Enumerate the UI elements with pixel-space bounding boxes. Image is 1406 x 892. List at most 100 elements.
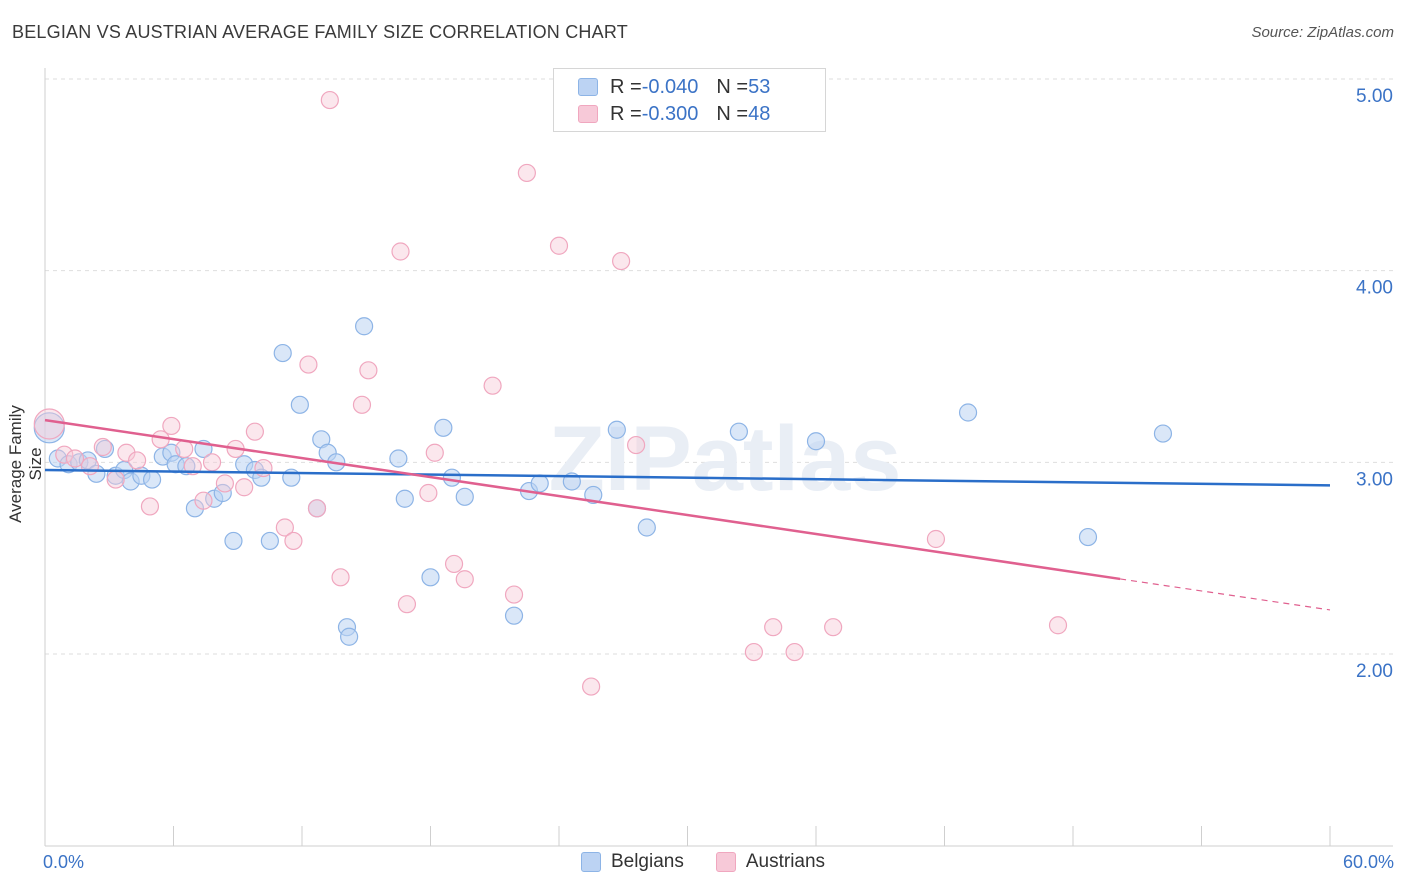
belgian-point: [389, 449, 408, 468]
austrian-point: [65, 449, 85, 468]
austrian-point: [307, 499, 327, 518]
belgian-point: [1078, 527, 1098, 547]
austrian-point: [235, 478, 254, 497]
r-value-belgians: -0.040: [641, 75, 699, 98]
belgian-point: [607, 420, 626, 439]
belgian-point: [224, 531, 243, 551]
source-label: Source: ZipAtlas.com: [1251, 24, 1394, 41]
austrian-point: [444, 554, 464, 574]
austrian-point: [824, 618, 843, 637]
gridlines: [45, 78, 1393, 655]
austrian-point: [517, 163, 536, 183]
legend-row-belgians: R = -0.040 N = 53: [578, 75, 770, 99]
n-value-belgians: 53: [748, 75, 771, 98]
data-points: [33, 90, 1173, 696]
austrian-point: [582, 677, 601, 696]
austrian-point: [549, 236, 569, 255]
austrian-point: [202, 453, 222, 472]
belgian-point: [442, 468, 462, 487]
belgian-point: [729, 422, 749, 441]
belgians-legend-label: Belgians: [610, 851, 684, 872]
austrian-point: [504, 585, 524, 604]
legend-item-austrians[interactable]: Austrians: [715, 851, 826, 873]
n-value-austrians: 48: [748, 102, 771, 125]
trend-lines: [44, 418, 1331, 611]
belgian-point: [434, 418, 453, 437]
austrian-point: [162, 416, 181, 436]
austrian-point: [93, 437, 112, 457]
y-tick-label: 3.00: [1356, 469, 1393, 490]
belgian-point: [455, 487, 474, 506]
austrian-point: [80, 457, 100, 476]
legend-item-belgians[interactable]: Belgians: [580, 851, 684, 873]
austrian-point: [926, 529, 946, 549]
austrian-point: [254, 458, 273, 478]
y-tick-labels: 2.00 3.00 4.00 5.00: [1356, 86, 1393, 682]
correlation-legend: R = -0.040 N = 53 R = -0.300 N = 48: [553, 68, 826, 132]
y-axis-label: Average Family Size: [6, 405, 45, 523]
axes: [44, 68, 1393, 847]
austrian-point: [425, 443, 444, 462]
austrians-legend-swatch: [715, 852, 736, 872]
r-label: R =: [610, 102, 642, 125]
belgians-trend-line: [44, 468, 1331, 487]
chart-title: BELGIAN VS AUSTRIAN AVERAGE FAMILY SIZE …: [12, 22, 628, 42]
y-tick-label: 4.00: [1356, 278, 1393, 299]
austrian-point: [127, 451, 147, 470]
n-label: N =: [716, 75, 749, 98]
belgian-point: [504, 606, 524, 625]
austrian-point: [455, 570, 474, 589]
belgian-point: [637, 518, 656, 537]
austrian-point: [183, 457, 202, 476]
belgian-point: [584, 485, 603, 505]
belgian-point: [806, 432, 826, 451]
austrian-point: [483, 376, 502, 395]
austrian-point: [215, 474, 234, 493]
austrian-point: [275, 518, 294, 537]
austrian-point: [785, 642, 804, 662]
belgian-point: [958, 403, 978, 422]
belgian-point: [395, 489, 414, 508]
austrian-point: [106, 470, 125, 489]
n-label: N =: [716, 102, 749, 125]
belgian-point: [421, 568, 440, 587]
austrian-point: [175, 439, 194, 459]
austrian-point: [245, 422, 264, 441]
r-value-austrians: -0.300: [641, 102, 699, 125]
austrian-point: [331, 568, 350, 587]
austrian-point: [284, 531, 303, 551]
belgian-point: [273, 343, 292, 363]
belgian-point: [530, 474, 549, 493]
austrian-point: [744, 642, 763, 662]
belgians-swatch: [578, 78, 598, 96]
austrian-point: [419, 483, 438, 503]
x-axis-min-label: 0.0%: [43, 852, 85, 872]
austrian-point: [352, 395, 372, 414]
belgians-legend-swatch: [580, 852, 601, 872]
austrians-trend-extension: [1120, 578, 1331, 611]
austrian-point: [764, 618, 783, 637]
austrian-point: [1048, 616, 1068, 635]
watermark: ZIPatlas: [549, 408, 902, 510]
r-label: R =: [610, 75, 642, 98]
legend-row-austrians: R = -0.300 N = 48: [578, 102, 770, 126]
belgian-point: [260, 531, 279, 551]
austrian-point: [612, 251, 631, 271]
series-austrians: [33, 90, 1068, 696]
austrian-point: [194, 491, 213, 510]
belgian-point: [1153, 424, 1173, 443]
belgian-point: [340, 627, 359, 646]
austrian-point: [299, 355, 318, 374]
austrians-trend-line: [44, 418, 1121, 581]
y-tick-label: 5.00: [1356, 86, 1393, 107]
austrian-point: [55, 445, 74, 464]
austrians-legend-label: Austrians: [745, 851, 826, 872]
austrian-point: [359, 361, 378, 380]
austrian-point: [140, 497, 160, 516]
austrian-point: [391, 242, 410, 261]
belgian-point: [355, 317, 374, 336]
austrian-point: [397, 595, 417, 614]
series-legend: Belgians Austrians: [0, 851, 1406, 873]
x-axis-max-label: 60.0%: [1342, 852, 1394, 872]
